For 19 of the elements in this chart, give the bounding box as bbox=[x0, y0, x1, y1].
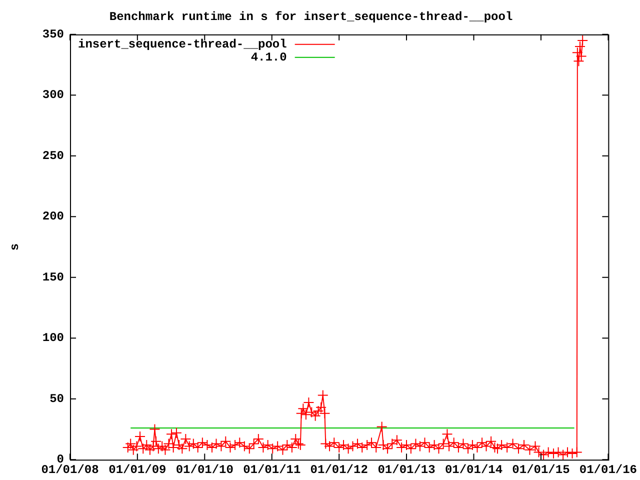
y-tick-label: 200 bbox=[42, 210, 64, 224]
x-tick-label: 01/01/09 bbox=[108, 462, 166, 477]
chart-title: Benchmark runtime in s for insert_sequence-thread-__pool bbox=[109, 10, 513, 24]
x-tick-label: 01/01/14 bbox=[444, 462, 503, 477]
x-tick-label: 01/01/13 bbox=[378, 462, 436, 477]
y-tick-label: 100 bbox=[42, 331, 64, 346]
legend-label: 4.1.0 bbox=[250, 50, 287, 64]
y-tick-label: 250 bbox=[42, 148, 64, 163]
y-tick-label: 150 bbox=[42, 270, 64, 284]
x-tick-label: 01/01/15 bbox=[512, 462, 570, 477]
y-tick-label: 50 bbox=[50, 392, 64, 406]
y-tick-label: 300 bbox=[42, 88, 64, 102]
legend-label: insert_sequence-thread-__pool bbox=[78, 37, 287, 52]
y-tick-label: 350 bbox=[42, 27, 64, 42]
y-axis-title: s bbox=[8, 243, 22, 251]
x-tick-label: 01/01/16 bbox=[579, 462, 637, 477]
x-tick-label: 01/01/12 bbox=[310, 462, 368, 477]
x-tick-label: 01/01/10 bbox=[176, 462, 234, 477]
x-tick-label: 01/01/11 bbox=[243, 462, 301, 477]
